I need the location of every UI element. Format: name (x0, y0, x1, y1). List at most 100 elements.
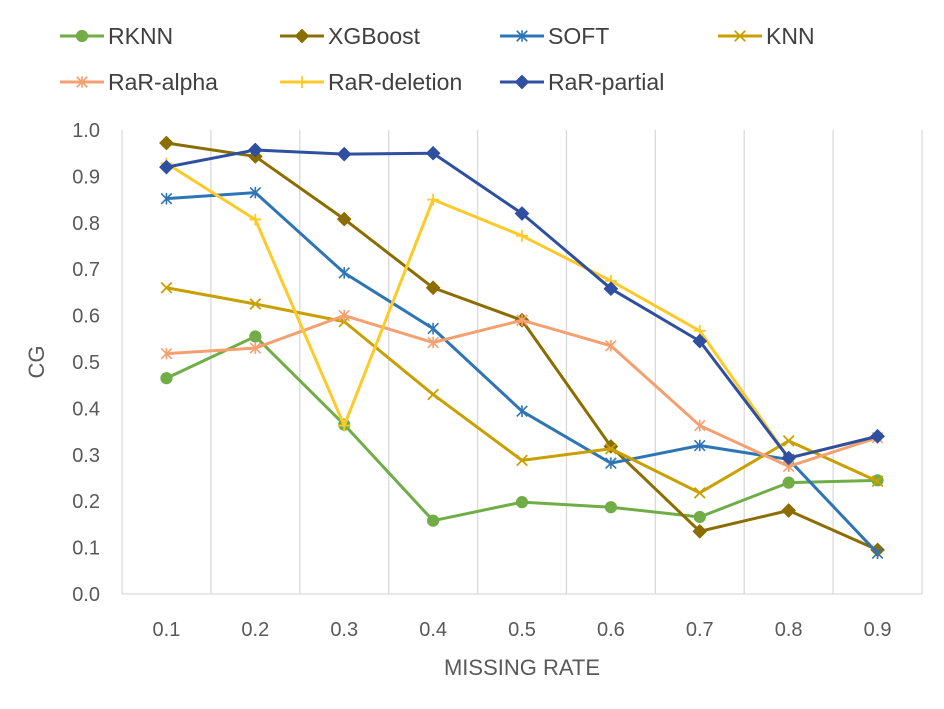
x-tick-label: 0.9 (864, 619, 892, 641)
data-point (427, 388, 439, 401)
data-point (427, 336, 439, 349)
data-point (516, 30, 528, 42)
y-tick-label: 0.7 (72, 259, 100, 281)
series-group (159, 135, 885, 559)
data-point (692, 524, 708, 539)
data-point (427, 514, 440, 527)
data-point (338, 419, 351, 432)
data-point (782, 476, 795, 489)
data-point (338, 267, 351, 279)
data-point (603, 281, 619, 297)
data-point (781, 503, 797, 518)
data-point (159, 159, 174, 175)
data-point (781, 450, 797, 466)
legend-label: SOFT (548, 23, 609, 49)
data-point (870, 428, 885, 444)
data-point (296, 76, 308, 88)
data-point (605, 442, 617, 455)
data-point (336, 211, 352, 227)
data-point (734, 30, 746, 42)
legend-item: RaR-alpha (60, 69, 218, 95)
data-point (871, 475, 884, 488)
legend-label: XGBoost (328, 23, 421, 49)
legend-label: RKNN (108, 23, 173, 49)
legend: RKNN XGBoost SOFT KNN RaR-alpha RaR-deletion R… (60, 23, 815, 95)
data-point (604, 501, 617, 514)
data-point (425, 280, 441, 296)
data-point (516, 405, 528, 417)
data-point (427, 322, 439, 335)
series-line (166, 314, 879, 468)
y-tick-label: 0.8 (72, 213, 100, 235)
data-point (338, 309, 351, 322)
data-point (249, 298, 262, 310)
y-tick-label: 0.4 (72, 398, 100, 420)
data-point (692, 333, 708, 349)
data-point (249, 213, 262, 226)
y-tick-label: 0.2 (72, 491, 100, 513)
data-point (605, 457, 617, 469)
y-tick-label: 0.1 (72, 538, 100, 560)
tick-labels: 0.1 0.2 0.3 0.4 0.5 0.6 0.7 0.8 0.9 0.0 0.1 0.2 0.3 0… (72, 120, 891, 641)
data-point (160, 347, 173, 360)
x-tick-label: 0.1 (153, 619, 181, 641)
legend-item: RaR-deletion (280, 69, 462, 95)
y-tick-label: 0.0 (72, 584, 100, 606)
data-point (782, 434, 795, 447)
data-point (871, 547, 884, 559)
series-rknn (160, 330, 884, 527)
series-xgboost (159, 135, 885, 558)
data-point (294, 28, 310, 44)
x-tick-label: 0.6 (597, 619, 625, 641)
legend-item: RaR-partial (500, 69, 664, 95)
y-tick-label: 0.5 (72, 352, 100, 374)
x-tick-label: 0.4 (419, 619, 447, 641)
data-point (160, 281, 173, 294)
legend-item: KNN (718, 23, 815, 49)
data-point (425, 145, 441, 161)
data-point (76, 76, 88, 88)
data-point (427, 193, 440, 206)
data-point (249, 342, 262, 354)
x-tick-label: 0.3 (330, 619, 358, 641)
x-tick-label: 0.8 (775, 619, 803, 641)
x-tick-label: 0.7 (686, 619, 714, 641)
data-point (516, 314, 528, 327)
data-point (605, 339, 617, 352)
x-axis-title: MISSING RATE (444, 655, 600, 680)
data-point (249, 330, 262, 343)
data-point (693, 486, 706, 499)
legend-item: SOFT (500, 23, 609, 49)
legend-label: RaR-deletion (328, 69, 462, 95)
data-point (247, 142, 263, 158)
data-point (693, 439, 706, 452)
series-line (165, 334, 878, 523)
legend-item: RKNN (60, 23, 173, 49)
data-point (515, 496, 529, 509)
data-point (514, 206, 530, 221)
legend-item: XGBoost (280, 23, 421, 49)
legend-label: RaR-alpha (108, 69, 218, 95)
x-tick-label: 0.5 (508, 619, 536, 641)
data-point (516, 454, 528, 467)
data-point (693, 419, 706, 432)
y-tick-label: 0.9 (72, 166, 100, 188)
data-point (159, 135, 174, 151)
series-rar-alpha (160, 309, 884, 473)
data-point (249, 186, 262, 199)
data-point (160, 372, 173, 385)
vertical-gridlines (121, 130, 923, 594)
data-point (516, 229, 528, 242)
series-rar-partial (159, 142, 885, 466)
data-point (336, 146, 352, 162)
series-knn (160, 281, 884, 499)
legend-label: RaR-partial (548, 69, 664, 95)
y-tick-label: 0.6 (72, 306, 100, 328)
y-tick-label: 0.3 (72, 445, 100, 467)
data-point (693, 510, 706, 524)
data-point (514, 74, 530, 90)
y-axis-title: CG (24, 346, 49, 379)
series-soft (160, 186, 884, 559)
legend-label: KNN (766, 23, 815, 49)
